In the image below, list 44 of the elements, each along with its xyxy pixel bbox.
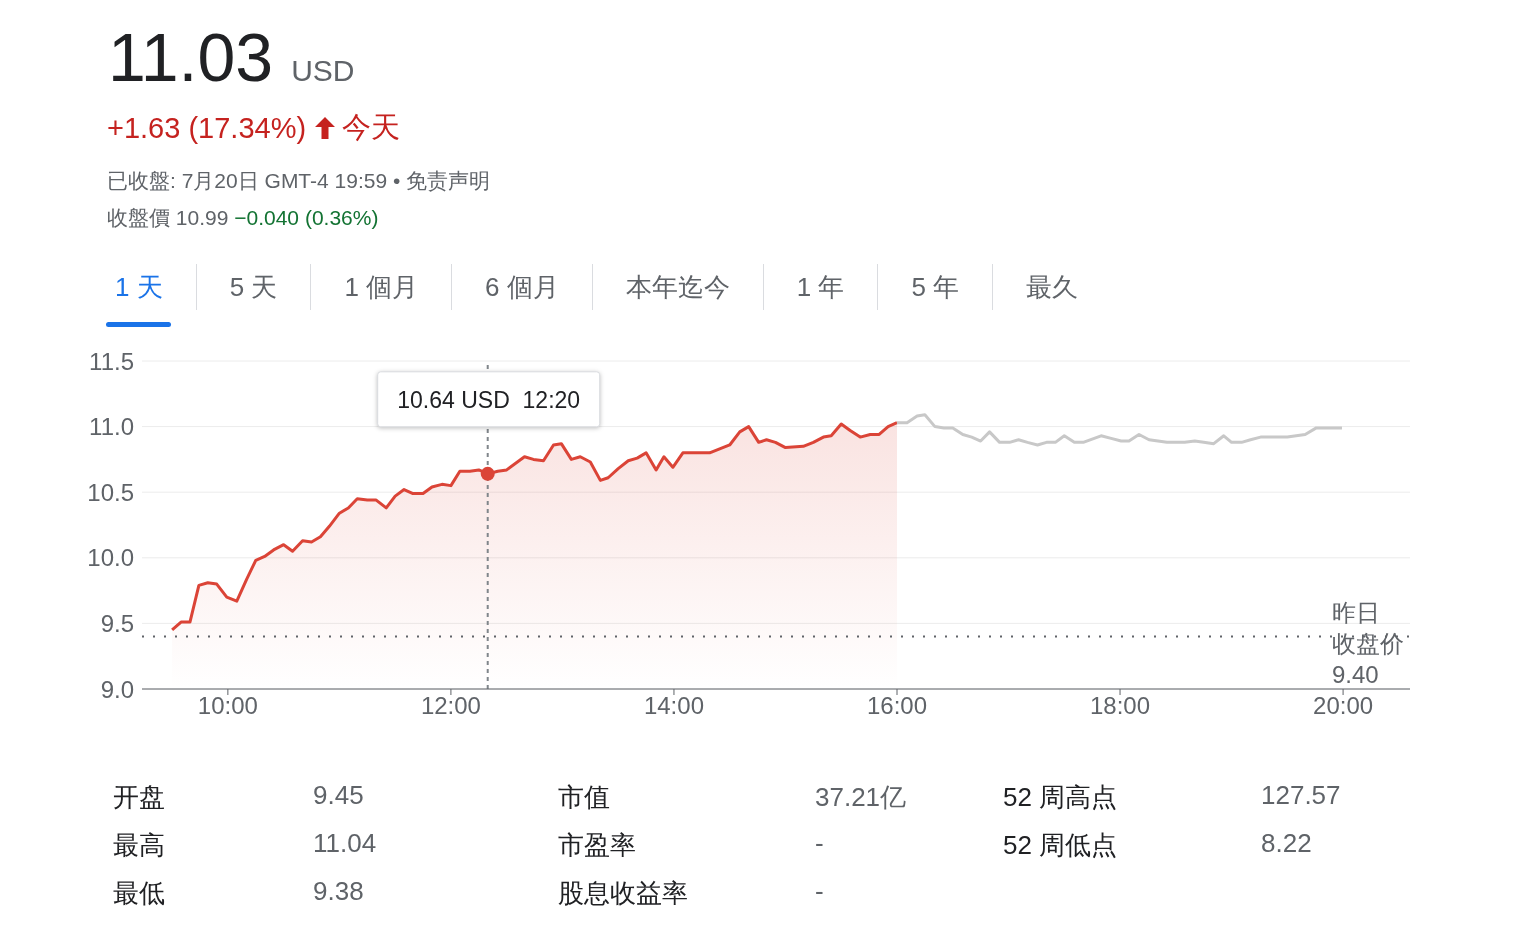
annotation: 10.64 USD 12:20 <box>397 386 581 413</box>
chart-title: 11.03 USD <box>108 19 355 95</box>
text: 52 周低点 <box>1003 829 1118 862</box>
x-tick-label: 12:00 <box>420 692 481 720</box>
y-tick-label: 11.0 <box>89 413 134 441</box>
text: 9.38 <box>313 876 364 907</box>
text: 市盈率 <box>558 829 636 862</box>
y-tick-label: 10.0 <box>87 544 134 572</box>
text: 37.21亿 <box>815 781 907 814</box>
text: 最久 <box>1025 270 1080 304</box>
text: 已收盤: 7月20日 GMT-4 19:59 • 免责声明 <box>107 168 491 194</box>
text: 1 年 <box>795 270 846 304</box>
text: 1 個月 <box>343 270 420 304</box>
line-series <box>895 413 1344 447</box>
y-tick-label: 10.5 <box>87 478 134 506</box>
x-tick-label: 14:00 <box>643 692 704 720</box>
text: 9.45 <box>313 780 364 811</box>
text: 127.57 <box>1261 780 1341 811</box>
text: 6 個月 <box>484 270 560 304</box>
text: 收盤價 10.99 <box>107 206 229 229</box>
ref-line-label: 昨日收盘价 9.40 <box>1332 598 1404 688</box>
text: −0.040 (0.36%) <box>234 206 379 229</box>
text: 本年迄今 <box>624 270 731 304</box>
text: 最高 <box>113 829 165 862</box>
y-tick-label: 9.5 <box>100 609 134 637</box>
text: 52 周高点 <box>1003 781 1118 814</box>
y-tick-label: 11.5 <box>89 347 134 375</box>
text: - <box>815 828 824 859</box>
y-tick-label: 9.0 <box>100 675 134 703</box>
text: 市值 <box>558 781 610 814</box>
text: 11.04 <box>313 828 377 859</box>
x-tick-label: 18:00 <box>1090 692 1151 720</box>
x-tick-label: 20:00 <box>1313 692 1374 720</box>
text: 1 天 <box>114 270 164 304</box>
x-tick-label: 10:00 <box>197 692 258 720</box>
text: 股息收益率 <box>558 877 688 910</box>
text: 开盘 <box>113 781 165 814</box>
text: - <box>815 876 824 907</box>
text: 8.22 <box>1261 828 1312 859</box>
text: 5 天 <box>228 270 279 304</box>
text: 5 年 <box>910 270 961 304</box>
text: 最低 <box>113 877 165 910</box>
x-tick-label: 16:00 <box>866 692 928 720</box>
text: +1.63 (17.34%) 今天 <box>107 111 401 144</box>
